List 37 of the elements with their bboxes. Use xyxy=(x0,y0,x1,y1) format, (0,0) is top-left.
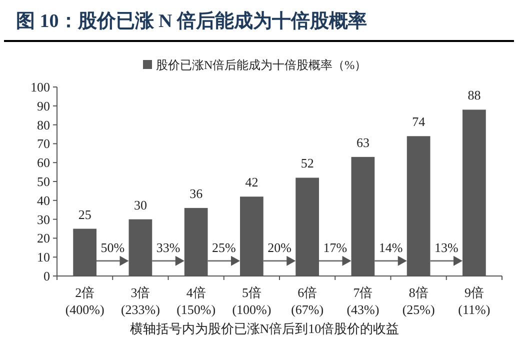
x-tick-label: 4倍 (150%) xyxy=(176,285,216,317)
x-axis-title: 横轴括号内为股价已涨N倍后到10倍股价的收益 xyxy=(130,321,400,336)
x-tick-label: 8倍 (25%) xyxy=(402,285,435,317)
data-label: 30 xyxy=(134,197,147,212)
x-tick-label: 2倍 (400%) xyxy=(65,285,104,317)
data-label: 74 xyxy=(412,114,426,130)
title: 图 10：股价已涨 N 倍后能成为十倍股概率 xyxy=(16,11,367,32)
data-label: 63 xyxy=(356,134,370,150)
x-tick-label: 3倍 (233%) xyxy=(120,285,160,317)
y-tick-label: 80 xyxy=(37,117,50,132)
x-tick-label: 7倍 (43%) xyxy=(346,285,380,317)
y-tick-label: 20 xyxy=(37,230,50,246)
annotation: 50% xyxy=(100,240,125,255)
data-label: 42 xyxy=(245,174,258,190)
annotation: 33% xyxy=(156,240,180,255)
y-tick-label: 10 xyxy=(37,250,50,265)
y-tick-label: 60 xyxy=(37,155,50,170)
y-tick-label: 70 xyxy=(37,136,50,152)
x-tick-label: 9倍 (11%) xyxy=(458,285,490,317)
annotation: 25% xyxy=(212,240,236,255)
y-tick-label: 50 xyxy=(37,174,50,189)
y-tick-label: 90 xyxy=(37,98,50,114)
y-tick-label: 100 xyxy=(30,80,50,94)
y-tick-label: 30 xyxy=(37,212,50,227)
y-tick-label: 0 xyxy=(44,268,50,284)
annotation: 14% xyxy=(378,240,403,255)
data-label: 52 xyxy=(300,156,314,171)
legend: 股价已涨N倍后能成为十倍股概率（%） xyxy=(143,58,367,72)
annotation: 17% xyxy=(323,240,348,255)
x-tick-label: 5倍 (100%) xyxy=(232,285,272,317)
annotation: 13% xyxy=(434,240,458,255)
data-label: 25 xyxy=(78,206,92,222)
y-tick-label: 40 xyxy=(37,192,50,208)
data-label: 88 xyxy=(468,88,481,103)
data-label: 36 xyxy=(190,186,204,201)
x-tick-label: 6倍 (67%) xyxy=(291,285,324,317)
annotation: 20% xyxy=(268,240,292,255)
